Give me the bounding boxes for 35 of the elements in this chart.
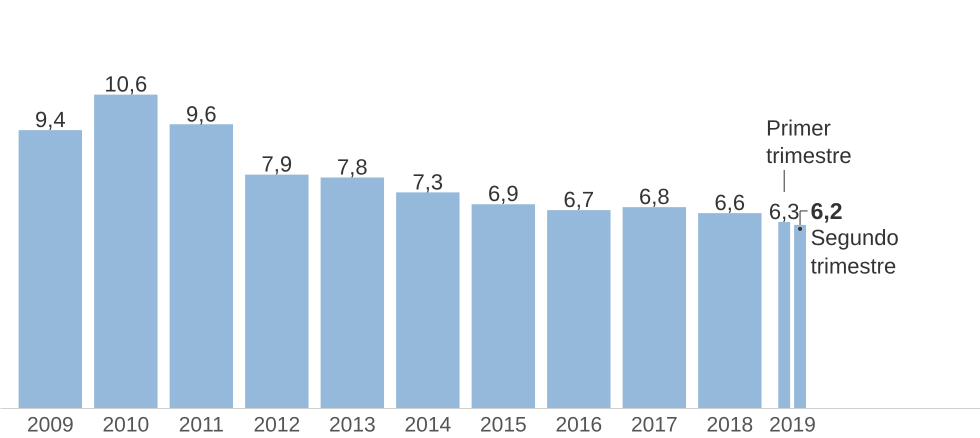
data-label: 7,9	[262, 152, 292, 177]
data-label: 9,6	[186, 101, 217, 126]
bar	[245, 174, 309, 408]
bar	[18, 130, 82, 408]
annotation: Segundo trimestre	[810, 224, 899, 279]
bar	[547, 210, 611, 408]
x-tick-label: 2016	[555, 414, 602, 436]
data-label: 6,2	[810, 198, 843, 224]
bar	[170, 124, 234, 408]
data-label: 6,9	[488, 181, 519, 206]
data-label: 7,8	[337, 154, 368, 180]
bar	[396, 192, 460, 408]
data-label: 6,3	[768, 198, 800, 224]
x-tick-label: 2014	[404, 414, 452, 436]
data-label: 6,7	[564, 187, 594, 212]
x-tick-label: 2009	[26, 414, 74, 436]
bar	[94, 94, 158, 408]
data-label: 6,6	[714, 190, 746, 216]
x-tick-label: 2019	[769, 414, 816, 436]
data-label: 9,4	[35, 107, 66, 132]
bar	[698, 213, 762, 408]
x-tick-label: 2012	[253, 414, 300, 436]
x-tick-label: 2017	[630, 414, 678, 436]
x-tick-label: 2010	[102, 414, 150, 436]
x-tick-label: 2015	[480, 414, 527, 436]
x-tick-label: 2018	[706, 414, 754, 436]
data-label: 10,6	[104, 72, 148, 97]
data-label: 7,3	[412, 169, 444, 194]
x-tick-label: 2011	[178, 414, 224, 436]
bar	[472, 204, 536, 408]
annotation: Primer trimestre	[766, 115, 852, 168]
bar	[622, 207, 686, 408]
x-tick-label: 2013	[328, 414, 376, 436]
bar	[320, 178, 384, 408]
data-label: 6,8	[639, 184, 670, 210]
